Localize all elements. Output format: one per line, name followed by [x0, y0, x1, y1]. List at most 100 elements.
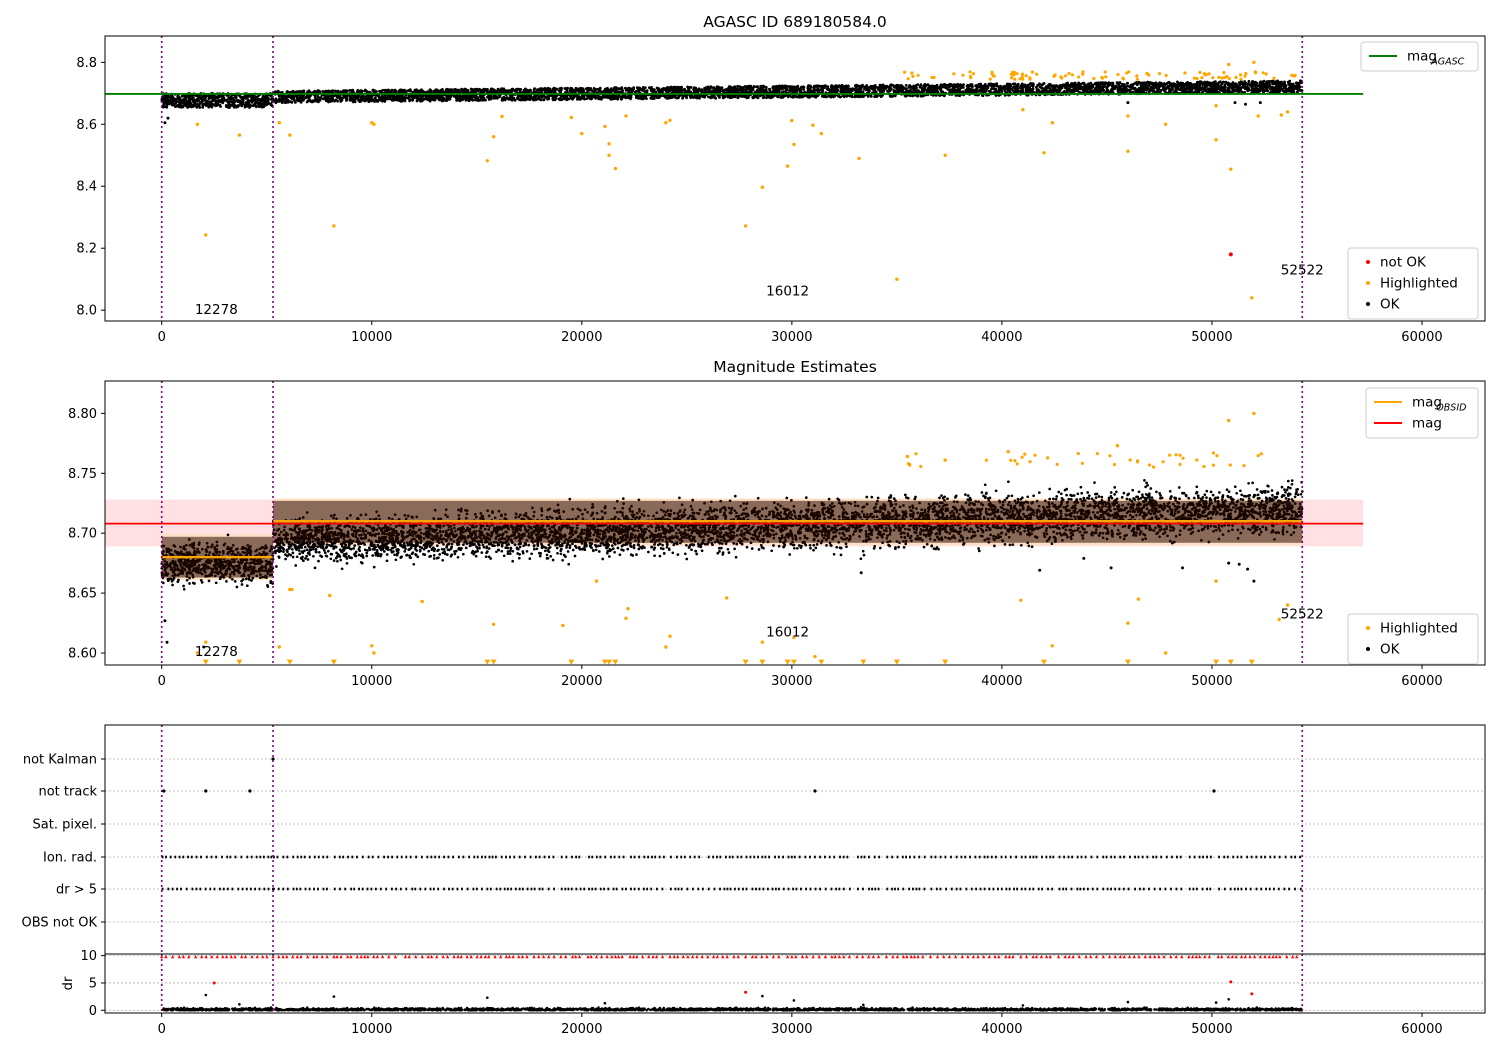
ok-point [356, 95, 360, 98]
ok-point [333, 89, 337, 93]
ok-point [1195, 85, 1199, 89]
ok-point [1059, 84, 1063, 87]
ok-point [559, 89, 562, 93]
ok-point [886, 89, 889, 93]
ok-point [599, 90, 602, 93]
ok-point [345, 98, 349, 102]
ok-point [260, 105, 264, 109]
ok-point [1227, 86, 1230, 90]
ok-point [708, 95, 712, 99]
ok-point [1055, 84, 1058, 87]
ok-point [274, 97, 278, 101]
ok-point [185, 103, 189, 106]
ok-point [948, 85, 952, 88]
ok-point [785, 86, 788, 90]
ok-point [1247, 82, 1250, 86]
ok-point [969, 84, 973, 87]
ok-point [673, 95, 677, 98]
ok-point [1284, 90, 1288, 94]
ok-point [1094, 82, 1097, 86]
ok-point [981, 84, 984, 88]
ok-point [841, 88, 845, 92]
ok-point [565, 88, 569, 92]
ok-point [1076, 87, 1080, 91]
ok-point [456, 98, 460, 102]
ok-point [302, 97, 306, 101]
ok-point [415, 96, 418, 100]
ok-point [191, 96, 195, 100]
ok-point [846, 84, 850, 88]
ok-point [613, 88, 616, 91]
ok-point [503, 98, 507, 102]
ok-point [950, 90, 954, 93]
ok-point [828, 88, 832, 92]
ok-point [1251, 81, 1255, 85]
ok-point [349, 89, 353, 92]
ok-point [393, 88, 397, 92]
ok-point [860, 84, 864, 88]
ok-point [218, 100, 222, 103]
ok-point [1135, 81, 1138, 84]
ok-point [1222, 90, 1226, 94]
ok-point [1126, 81, 1129, 85]
ok-point [352, 96, 355, 100]
ok-point [716, 88, 719, 91]
ok-point [208, 101, 212, 105]
ok-point [1041, 86, 1044, 90]
ok-point [534, 90, 538, 94]
ok-point [1089, 88, 1092, 92]
ok-point [255, 95, 259, 99]
ok-point [195, 103, 199, 106]
panel-title: AGASC ID 689180584.0 [703, 13, 887, 31]
ok-point [827, 94, 831, 98]
ok-point [167, 95, 171, 99]
ok-point [204, 104, 208, 107]
ok-point [480, 89, 484, 92]
ok-point [1030, 84, 1033, 87]
ok-point [408, 94, 412, 98]
ok-point [319, 96, 322, 100]
ok-point [882, 89, 885, 92]
ok-point [618, 87, 622, 91]
ok-point [888, 89, 892, 93]
ok-point [838, 95, 842, 99]
ok-point [652, 88, 656, 91]
ok-point [745, 96, 749, 100]
ok-point [306, 95, 310, 99]
ok-point [656, 88, 660, 92]
ok-point [635, 86, 639, 89]
ok-point [652, 97, 656, 100]
ok-point [214, 103, 218, 107]
ok-point [1201, 86, 1204, 90]
ok-point [698, 96, 701, 100]
ok-point [1178, 82, 1182, 85]
ok-point [1198, 88, 1201, 92]
ok-point [1066, 84, 1070, 88]
ok-point [773, 85, 777, 89]
ok-point [1220, 82, 1224, 85]
ok-point [658, 95, 662, 99]
ok-point [598, 97, 602, 100]
ok-point [1138, 87, 1141, 91]
ok-point [528, 89, 532, 93]
ok-point [1052, 90, 1056, 94]
ok-point [1130, 85, 1133, 88]
ok-point [1238, 82, 1242, 86]
ok-point [1026, 84, 1029, 87]
ok-point [383, 88, 387, 92]
ok-point [542, 98, 546, 101]
ok-point [752, 85, 756, 89]
ok-point [435, 88, 438, 91]
ok-point [884, 86, 888, 89]
ok-point [813, 94, 817, 98]
ok-point [178, 96, 182, 100]
ok-point [457, 88, 461, 92]
ok-point [808, 95, 812, 99]
ok-point [522, 98, 525, 102]
ok-point [547, 94, 551, 98]
ok-point [709, 86, 713, 89]
ok-point [1158, 84, 1161, 88]
ok-point [945, 87, 949, 90]
ok-point [711, 95, 715, 99]
ok-point [581, 87, 585, 91]
